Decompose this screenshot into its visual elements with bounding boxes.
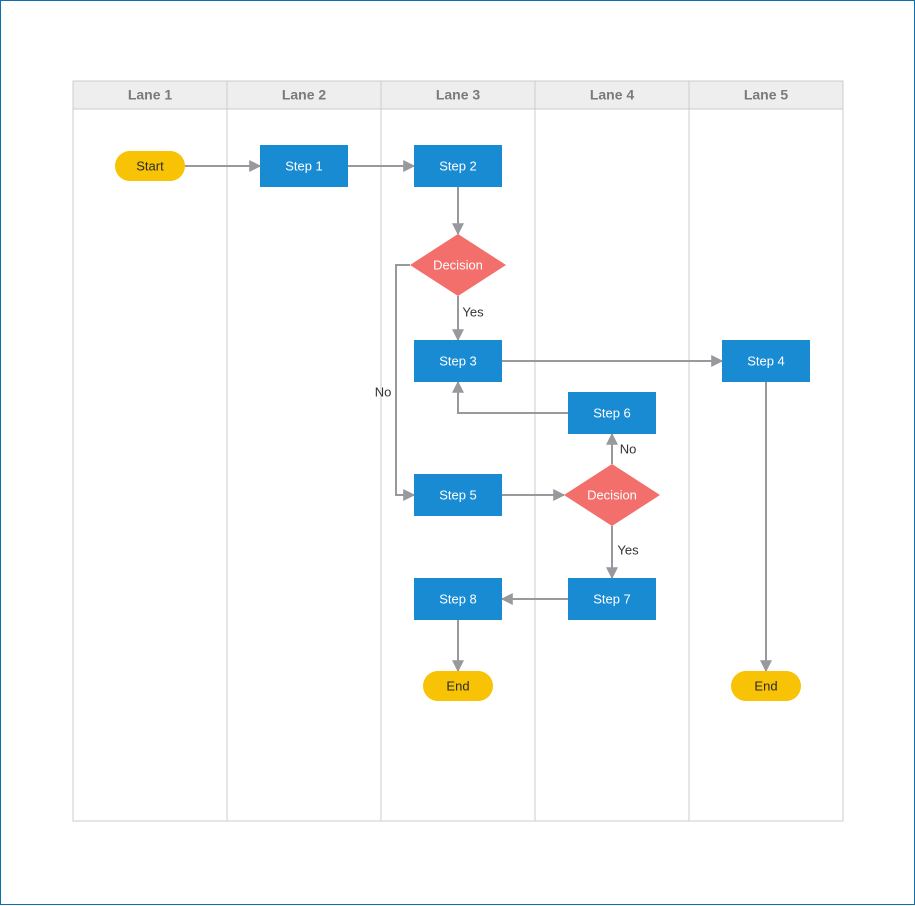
- flowchart-canvas: Lane 1 Lane 2 Lane 3 Lane 4 Lane 5 Yes No No Yes…: [1, 1, 915, 906]
- lane-header-5: Lane 5: [744, 87, 789, 103]
- edge-label-dec1-step5: No: [375, 384, 392, 399]
- node-end2: End: [731, 671, 801, 701]
- node-label-step2: Step 2: [439, 158, 477, 173]
- node-step4: Step 4: [722, 340, 810, 382]
- node-step7: Step 7: [568, 578, 656, 620]
- node-label-step7: Step 7: [593, 591, 631, 606]
- node-step6: Step 6: [568, 392, 656, 434]
- node-label-end1: End: [446, 678, 469, 693]
- diagram-frame: Lane 1 Lane 2 Lane 3 Lane 4 Lane 5 Yes No No Yes…: [0, 0, 915, 905]
- node-label-step1: Step 1: [285, 158, 323, 173]
- node-step3: Step 3: [414, 340, 502, 382]
- node-label-step8: Step 8: [439, 591, 477, 606]
- node-start: Start: [115, 151, 185, 181]
- lane-header-4: Lane 4: [590, 87, 635, 103]
- node-step2: Step 2: [414, 145, 502, 187]
- node-step5: Step 5: [414, 474, 502, 516]
- edge-label-dec2-step7: Yes: [617, 542, 639, 557]
- node-label-step4: Step 4: [747, 353, 785, 368]
- lane-header-1: Lane 1: [128, 87, 173, 103]
- node-label-dec2: Decision: [587, 487, 637, 502]
- lane-header-2: Lane 2: [282, 87, 327, 103]
- lane-header-3: Lane 3: [436, 87, 481, 103]
- node-step1: Step 1: [260, 145, 348, 187]
- node-label-step6: Step 6: [593, 405, 631, 420]
- edge-label-dec2-step6: No: [620, 441, 637, 456]
- node-label-step5: Step 5: [439, 487, 477, 502]
- node-end1: End: [423, 671, 493, 701]
- node-label-dec1: Decision: [433, 257, 483, 272]
- node-label-start: Start: [136, 158, 164, 173]
- node-label-end2: End: [754, 678, 777, 693]
- node-step8: Step 8: [414, 578, 502, 620]
- node-label-step3: Step 3: [439, 353, 477, 368]
- edge-label-dec1-step3: Yes: [462, 304, 484, 319]
